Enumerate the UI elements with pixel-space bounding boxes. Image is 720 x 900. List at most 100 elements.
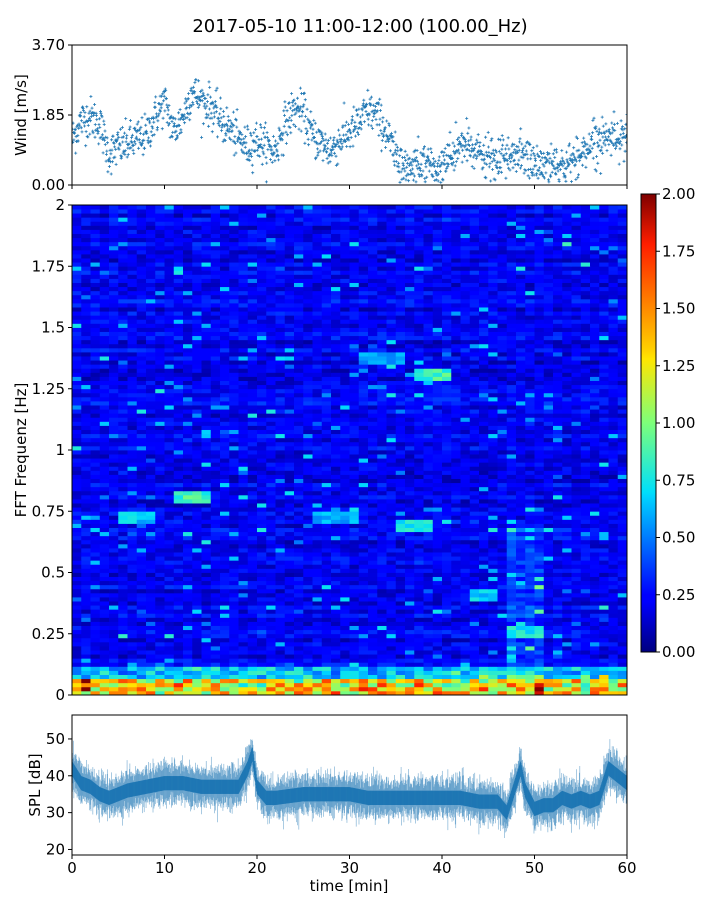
wind-data-point: [125, 133, 129, 137]
spectrogram-cell: [294, 503, 304, 508]
wind-data-point: [493, 159, 497, 163]
spectrogram-cell: [312, 552, 323, 557]
spectrogram-cell: [451, 572, 461, 577]
spectrogram-cell: [210, 633, 221, 639]
spectrogram-cell: [220, 486, 230, 492]
wind-data-point: [311, 132, 315, 136]
spectrogram-cell: [164, 601, 175, 606]
spectrogram-cell: [442, 511, 452, 516]
spectrogram-cell: [599, 543, 609, 549]
spectrogram-cell: [571, 650, 582, 655]
spectrogram-cell: [571, 576, 582, 582]
spectrogram-cell: [173, 678, 184, 684]
spectrogram-cell: [479, 568, 489, 573]
wind-data-point: [153, 101, 157, 105]
wind-data-point: [219, 107, 223, 111]
wind-data-point: [336, 141, 340, 145]
spectrogram-cell: [460, 486, 471, 492]
spectrogram-cell: [72, 637, 82, 643]
spectrogram-cell: [312, 482, 323, 488]
spectrogram-cell: [247, 560, 258, 565]
spectrogram-cell: [358, 503, 369, 508]
spectrogram-cell: [257, 641, 267, 647]
spectrogram-cell: [580, 686, 591, 692]
spectrogram-cell: [553, 670, 563, 675]
spectrogram-cell: [553, 592, 563, 598]
spectrogram-cell: [210, 584, 221, 590]
spectrogram-cell: [173, 601, 184, 606]
spectrogram-cell: [164, 580, 175, 586]
spectrogram-cell: [220, 458, 230, 463]
spectrogram-cell: [118, 543, 128, 549]
wind-data-point: [618, 142, 622, 145]
wind-data-point: [92, 113, 95, 117]
figure-title: 2017-05-10 11:00-12:00 (100.00_Hz): [192, 16, 527, 37]
spectrogram-cell: [423, 499, 434, 504]
spectrogram-cell: [331, 556, 341, 561]
spectrogram-cell: [349, 486, 360, 492]
wind-data-point: [75, 125, 79, 129]
spectrogram-cell: [220, 552, 230, 557]
wind-data-point: [385, 119, 389, 123]
spectrogram-cell: [386, 605, 397, 610]
wind-data-point: [221, 109, 225, 113]
spectrogram-cell: [423, 543, 434, 549]
spectrogram-cell: [599, 609, 609, 614]
spectrogram-cell: [136, 576, 147, 582]
spectrogram-cell: [405, 548, 415, 553]
spectrogram-cell: [192, 646, 202, 651]
spectrogram-cell: [210, 613, 221, 618]
spectrogram-cell: [423, 568, 434, 573]
wind-data-point: [266, 148, 270, 152]
spectrogram-cell: [90, 490, 101, 496]
spectrogram-cell: [460, 531, 471, 537]
spectrogram-cell: [488, 507, 498, 512]
spectrogram-cell: [497, 462, 508, 467]
spectrogram-cell: [617, 470, 628, 475]
spectrogram-cell: [543, 568, 554, 573]
wind-data-point: [258, 154, 262, 158]
spectrogram-cell: [599, 503, 609, 508]
spectrogram-cell: [183, 507, 193, 512]
spectrogram-cell: [442, 548, 452, 553]
spectrogram-cell: [460, 662, 471, 667]
spectrogram-cell: [525, 633, 535, 639]
spectrogram-cell: [423, 592, 434, 598]
spectrogram-cell: [534, 658, 545, 663]
spectrogram-cell: [395, 637, 406, 643]
spectrogram-cell: [608, 486, 619, 492]
spectrogram-cell: [173, 478, 184, 484]
wind-data-point: [149, 139, 153, 143]
spectrogram-cell: [81, 650, 91, 655]
spectrogram-cell: [109, 646, 119, 651]
spectrogram-cell: [229, 470, 239, 475]
spectrogram-cell: [136, 548, 147, 553]
spectrogram-cell: [534, 605, 545, 610]
spectrogram-cell: [442, 678, 452, 684]
spectrogram-cell: [109, 576, 119, 582]
spectrogram-cell: [395, 490, 406, 496]
wind-data-point: [298, 86, 302, 90]
spectrogram-cell: [469, 613, 480, 618]
spectrogram-cell: [562, 539, 572, 545]
spectrogram-cell: [553, 527, 563, 533]
spectrogram-cell: [349, 674, 360, 680]
spectrogram-cell: [414, 511, 424, 516]
spectrogram-cell: [183, 527, 193, 533]
spectrogram-cell: [192, 613, 202, 618]
spectrogram-cell: [312, 564, 323, 569]
spectrogram-cell: [516, 576, 526, 582]
spectrogram-cell: [303, 564, 313, 569]
spectrogram-cell: [469, 666, 480, 671]
spectrogram-cell: [553, 658, 563, 663]
spectrogram-cell: [303, 572, 313, 577]
spectrogram-cell: [164, 658, 175, 663]
spectrogram-cell: [599, 592, 609, 598]
spectrogram-cell: [284, 597, 295, 602]
spectrogram-cell: [72, 531, 82, 537]
spectrogram-cell: [90, 503, 101, 508]
spectrogram-cell: [442, 556, 452, 561]
spectrogram-cell: [432, 682, 443, 688]
spectrogram-cell: [192, 592, 202, 598]
spectrogram-cell: [460, 641, 471, 647]
